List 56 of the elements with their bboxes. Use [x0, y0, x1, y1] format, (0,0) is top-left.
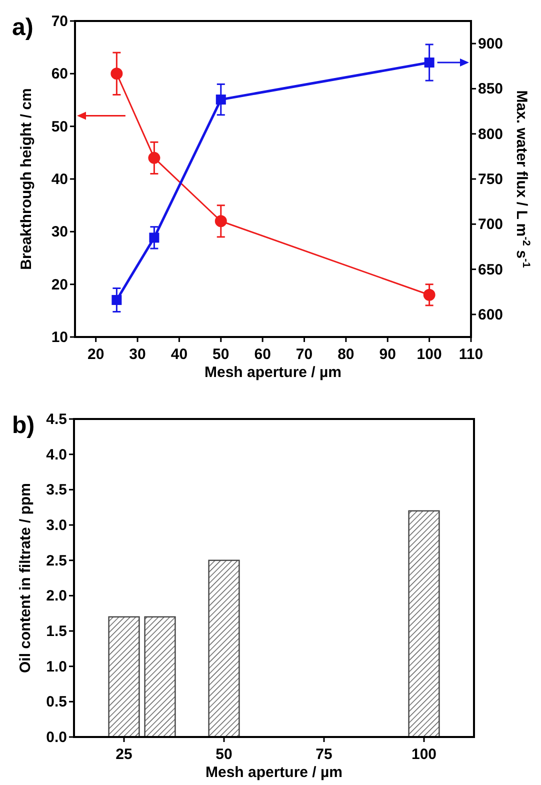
- y-tick-label: 40: [51, 171, 68, 188]
- bar: [108, 616, 140, 738]
- chart-title: b): [12, 412, 35, 439]
- y2-tick-label: 850: [478, 80, 504, 98]
- x-tick-label: 80: [338, 346, 354, 363]
- y2-tick-label: 600: [478, 306, 504, 324]
- y-tick-label: 0.0: [46, 729, 67, 746]
- x-axis-title: Mesh aperture / µm: [204, 364, 342, 381]
- y-tick-label: 2.5: [46, 552, 67, 570]
- y-tick-label: 30: [51, 224, 68, 241]
- x-tick-label: 50: [212, 346, 230, 363]
- point: [148, 152, 160, 164]
- x-tick-label: 110: [458, 346, 484, 363]
- x-tick-label: 90: [379, 346, 396, 363]
- y-tick-label: 60: [51, 66, 68, 83]
- point: [216, 94, 226, 105]
- y-axis-title: Breakthrough height / cm: [18, 88, 35, 270]
- y-tick-label: 10: [51, 329, 68, 346]
- y-tick-label: 50: [51, 118, 68, 136]
- y-axis-title: Oil content in filtrate / ppm: [17, 482, 34, 674]
- chart-title: a): [12, 14, 34, 41]
- point: [423, 288, 436, 301]
- y-tick-label: 3.5: [46, 482, 67, 499]
- point: [112, 294, 122, 305]
- y-tick-label: 20: [51, 276, 68, 294]
- y2-tick-label: 650: [478, 261, 504, 278]
- bar: [208, 560, 240, 738]
- point: [110, 68, 123, 80]
- y2-tick-label: 700: [478, 216, 504, 234]
- point: [424, 58, 434, 68]
- bar: [144, 616, 176, 738]
- point: [149, 232, 160, 243]
- y-tick-label: 0.5: [46, 694, 67, 711]
- point: [214, 215, 227, 228]
- x-tick-label: 20: [88, 346, 104, 363]
- bar: [408, 510, 440, 738]
- y-tick-label: 4.5: [46, 411, 67, 428]
- x-tick-label: 100: [411, 746, 437, 763]
- x-tick-label: 100: [416, 346, 442, 363]
- y2-tick-label: 800: [478, 126, 504, 143]
- y-tick-label: 1.5: [46, 623, 67, 640]
- y2-tick-label: 900: [478, 36, 504, 53]
- y-tick-label: 2.0: [46, 588, 67, 605]
- x-tick-label: 50: [216, 746, 232, 763]
- x-tick-label: 40: [170, 346, 188, 363]
- x-axis-title: Mesh aperture / µm: [205, 764, 343, 781]
- x-tick-label: 30: [129, 346, 146, 363]
- y-tick-label: 3.0: [46, 517, 67, 534]
- y-tick-label: 1.0: [46, 658, 67, 676]
- x-tick-label: 25: [116, 746, 132, 763]
- y2-tick-label: 750: [478, 171, 504, 188]
- x-tick-label: 75: [316, 746, 332, 763]
- y-tick-label: 70: [51, 13, 68, 30]
- x-tick-label: 60: [254, 346, 271, 363]
- y-tick-label: 4.0: [46, 446, 67, 464]
- x-tick-label: 70: [296, 346, 313, 363]
